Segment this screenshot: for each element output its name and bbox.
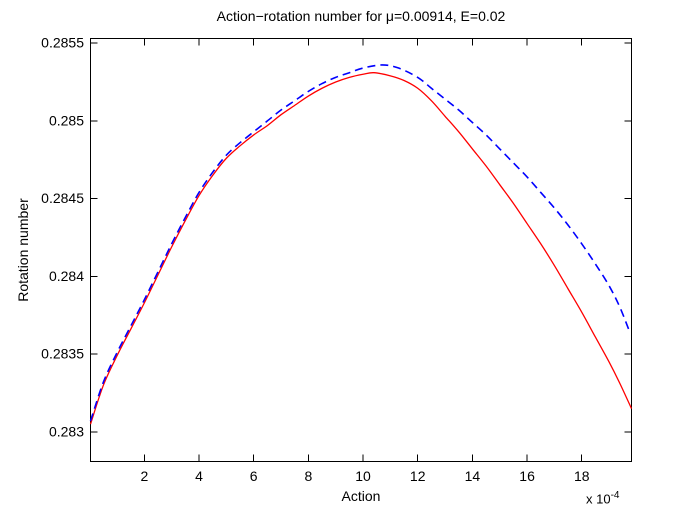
y-tick-label: 0.285 <box>49 112 84 128</box>
x-tick-label: 14 <box>465 468 481 484</box>
series-rotation-number-dashed-line <box>89 64 631 422</box>
series-rotation-number-solid-line <box>89 72 633 425</box>
y-tick-label: 0.2845 <box>41 190 84 206</box>
y-tick-label: 0.2855 <box>41 35 84 51</box>
x-axis-scale-note: x 10-4 <box>586 490 619 506</box>
chart-title: Action−rotation number for μ=0.00914, E=… <box>216 8 506 24</box>
x-tick-label: 6 <box>250 468 258 484</box>
x-tick-label: 16 <box>519 468 535 484</box>
x-tick-label: 4 <box>195 468 203 484</box>
x-scale-exponent: -4 <box>610 490 620 501</box>
x-tick-label: 2 <box>140 468 148 484</box>
y-axis-label: Rotation number <box>15 198 31 302</box>
y-tick-label: 0.283 <box>49 423 84 439</box>
axis-box <box>90 38 632 462</box>
y-tick-label: 0.2835 <box>41 346 84 362</box>
x-scale-base: x 10 <box>586 491 611 507</box>
x-tick-label: 12 <box>410 468 426 484</box>
x-axis-label: Action <box>341 488 381 504</box>
x-tick-label: 18 <box>574 468 590 484</box>
y-tick-label: 0.284 <box>49 268 84 284</box>
x-tick-label: 10 <box>355 468 371 484</box>
x-tick-label: 8 <box>304 468 312 484</box>
